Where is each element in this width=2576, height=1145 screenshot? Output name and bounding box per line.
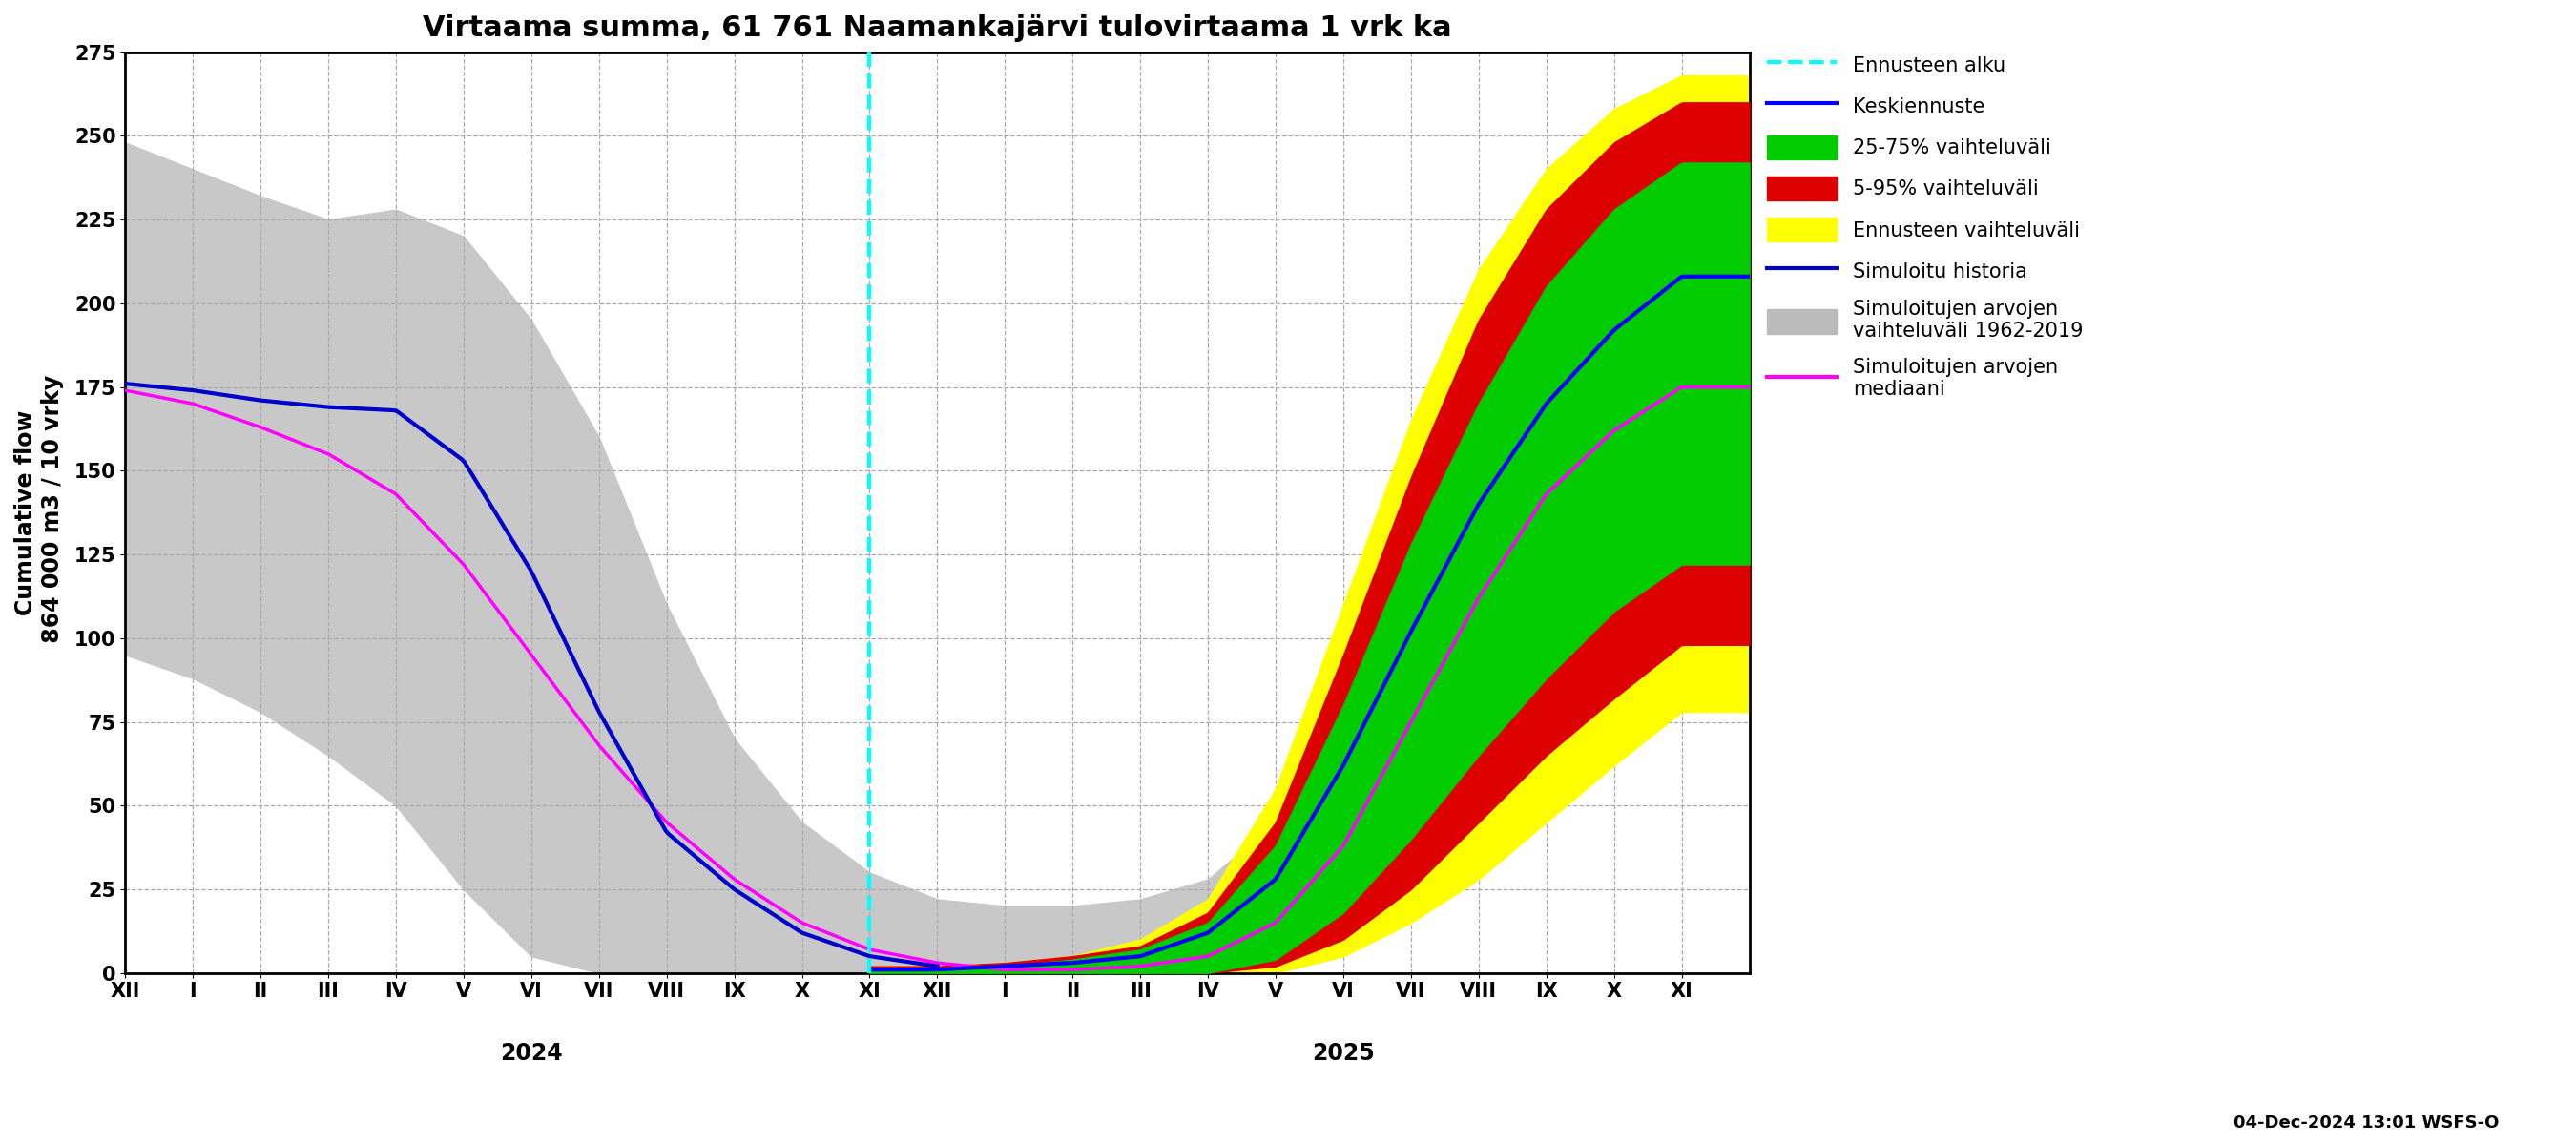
Y-axis label: Cumulative flow
 864 000 m3 / 10 vrky: Cumulative flow 864 000 m3 / 10 vrky: [15, 374, 64, 650]
Text: 2025: 2025: [1311, 1042, 1376, 1065]
Legend: Ennusteen alku, Keskiennuste, 25-75% vaihteluväli, 5-95% vaihteluväli, Ennusteen: Ennusteen alku, Keskiennuste, 25-75% vai…: [1767, 53, 2084, 400]
Text: 04-Dec-2024 13:01 WSFS-O: 04-Dec-2024 13:01 WSFS-O: [2233, 1114, 2499, 1131]
Title: Virtaama summa, 61 761 Naamankajärvi tulovirtaama 1 vrk ka: Virtaama summa, 61 761 Naamankajärvi tul…: [422, 14, 1453, 42]
Text: 2024: 2024: [500, 1042, 562, 1065]
